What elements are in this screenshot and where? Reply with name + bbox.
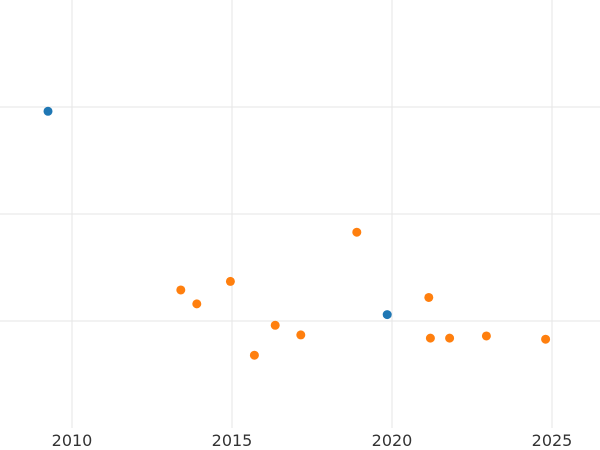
data-point-series-2 (352, 227, 362, 237)
data-point-series-2 (425, 333, 435, 343)
x-tick-label: 2025 (532, 431, 573, 450)
data-point-series-2 (445, 333, 455, 343)
data-point-series-2 (225, 276, 235, 286)
data-point-series-2 (481, 331, 491, 341)
x-tick-labels: 2010 2015 2020 2025 (52, 431, 573, 450)
x-tick-label: 2010 (52, 431, 93, 450)
y-gridlines (0, 106, 600, 322)
data-point-series-2 (296, 330, 306, 340)
data-point-series-2 (176, 285, 186, 295)
data-point-series-1 (382, 310, 392, 320)
data-point-series-2 (541, 334, 551, 344)
data-points (43, 106, 551, 360)
data-point-series-2 (249, 350, 259, 360)
data-point-series-2 (192, 299, 202, 309)
data-point-series-2 (270, 320, 280, 330)
x-tick-label: 2015 (212, 431, 253, 450)
data-point-series-2 (424, 292, 434, 302)
x-tick-label: 2020 (372, 431, 413, 450)
data-point-series-1 (43, 106, 53, 116)
